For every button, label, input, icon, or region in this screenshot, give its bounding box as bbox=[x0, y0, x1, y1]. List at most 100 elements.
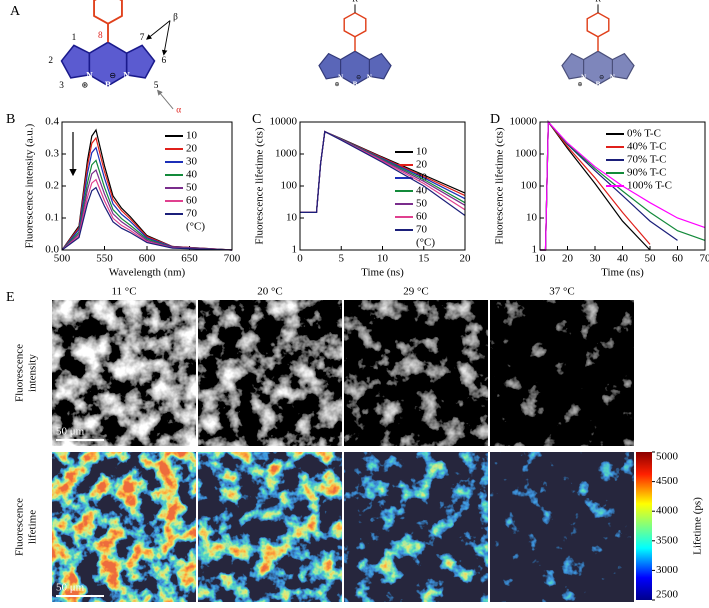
position-label: 2 bbox=[48, 56, 53, 66]
lifetime-image bbox=[198, 452, 342, 602]
legend-label: 70 bbox=[186, 208, 198, 220]
structure: R N N BFF ⊕ ⊖ bbox=[318, 0, 392, 100]
legend-label: 10 bbox=[416, 146, 428, 158]
legend-label: 20 bbox=[416, 159, 428, 171]
y-axis-label: Fluorescence lifetime (cts) bbox=[494, 127, 506, 245]
charge: ⊖ bbox=[356, 75, 361, 81]
x-tick-label: 700 bbox=[224, 253, 241, 265]
colorbar-tick-label: 3000 bbox=[656, 564, 679, 576]
x-axis-label: Time (ns) bbox=[601, 267, 644, 279]
row-label: Fluorescence bbox=[14, 498, 26, 556]
panel-label: B bbox=[6, 112, 15, 127]
charge: ⊖ bbox=[599, 75, 604, 81]
column-label: 29 °C bbox=[403, 286, 429, 298]
x-tick-label: 30 bbox=[590, 253, 602, 265]
scale-bar-label: 50 μm bbox=[56, 582, 85, 594]
phenyl bbox=[93, 0, 123, 25]
colorbar-tick-label: 4500 bbox=[656, 475, 679, 487]
atom: F bbox=[359, 92, 364, 100]
plot-frame bbox=[299, 121, 466, 251]
substituent: R bbox=[595, 0, 601, 4]
x-tick-label: 50 bbox=[645, 253, 657, 265]
column-label: 20 °C bbox=[257, 286, 283, 298]
legend-label: 60 bbox=[186, 195, 198, 207]
y-tick-label: 1000 bbox=[515, 148, 538, 160]
legend-title: (°C) bbox=[416, 237, 435, 249]
legend-label: 70 bbox=[416, 224, 428, 236]
plot-frame bbox=[539, 121, 706, 251]
lifetime-image bbox=[344, 452, 488, 602]
series-line bbox=[61, 186, 233, 251]
panel-label: D bbox=[490, 112, 500, 127]
ring-center bbox=[582, 50, 614, 86]
atom: N bbox=[338, 73, 344, 81]
series-line bbox=[540, 120, 706, 251]
legend-label: 40 bbox=[186, 169, 198, 181]
beta-label: β bbox=[173, 13, 178, 23]
series-line bbox=[300, 130, 466, 213]
legend-label: 30 bbox=[186, 156, 198, 168]
charge: ⊕ bbox=[577, 82, 582, 88]
legend-label: 100% T-C bbox=[627, 180, 672, 192]
series-line bbox=[61, 159, 233, 251]
atom: F bbox=[113, 96, 119, 106]
x-axis-label: Wavelength (nm) bbox=[109, 267, 186, 279]
y-axis-label: Fluorescence intensity (a.u.) bbox=[24, 123, 36, 248]
legend-label: 90% T-C bbox=[627, 167, 666, 179]
series-line bbox=[300, 130, 466, 213]
position-label: 7 bbox=[140, 33, 145, 43]
ring-center bbox=[339, 50, 371, 86]
legend-title: (°C) bbox=[186, 221, 205, 233]
colorbar-tick-label: 3500 bbox=[656, 534, 679, 546]
position-label: 5 bbox=[154, 81, 159, 91]
series-line bbox=[300, 130, 466, 213]
position-label: 1 bbox=[72, 33, 77, 43]
arrow bbox=[146, 20, 171, 40]
atom: B bbox=[596, 80, 601, 88]
x-tick-label: 15 bbox=[418, 253, 430, 265]
y-tick-label: 0.0 bbox=[45, 244, 59, 256]
y-tick-label: 10000 bbox=[510, 116, 538, 128]
panel-label: A bbox=[10, 4, 21, 19]
x-tick-label: 70 bbox=[700, 253, 709, 265]
y-tick-label: 10 bbox=[526, 212, 538, 224]
y-tick-label: 0.2 bbox=[45, 180, 59, 192]
x-tick-label: 20 bbox=[460, 253, 472, 265]
charge: ⊖ bbox=[109, 71, 116, 80]
position-label: 6 bbox=[161, 56, 166, 66]
x-tick-label: 20 bbox=[562, 253, 574, 265]
ring-right bbox=[611, 52, 635, 80]
atom: B bbox=[353, 80, 358, 88]
panel-label: E bbox=[6, 290, 15, 305]
lifetime-image bbox=[490, 452, 634, 602]
intensity-image bbox=[198, 300, 342, 446]
atom: N bbox=[367, 73, 373, 81]
charge: ⊕ bbox=[334, 82, 339, 88]
colorbar-label: Lifetime (ps) bbox=[692, 497, 704, 555]
position-label: 8 bbox=[98, 31, 103, 41]
intensity-image bbox=[490, 300, 634, 446]
lifetime-image bbox=[52, 452, 196, 602]
arrow bbox=[161, 20, 171, 56]
legend-label: 30 bbox=[416, 172, 428, 184]
intensity-image bbox=[52, 300, 196, 446]
atom: N bbox=[123, 72, 130, 82]
phenyl bbox=[343, 11, 367, 38]
ring-right bbox=[125, 44, 156, 79]
structure: R N N BFF ⊕ ⊖ bbox=[561, 0, 635, 100]
x-tick-label: 10 bbox=[377, 253, 389, 265]
y-axis-label: Fluorescence lifetime (cts) bbox=[254, 127, 266, 245]
ring-right bbox=[368, 52, 392, 80]
legend-label: 40% T-C bbox=[627, 141, 666, 153]
series-line bbox=[300, 130, 466, 213]
alpha-label: α bbox=[176, 106, 181, 116]
row-label: Fluorescence bbox=[14, 344, 26, 402]
legend-label: 60 bbox=[416, 211, 428, 223]
series-line bbox=[300, 130, 466, 213]
atom: B bbox=[105, 81, 111, 91]
series-line bbox=[61, 146, 233, 251]
scale-bar-label: 50 μm bbox=[56, 426, 85, 438]
y-tick-label: 1 bbox=[532, 244, 538, 256]
